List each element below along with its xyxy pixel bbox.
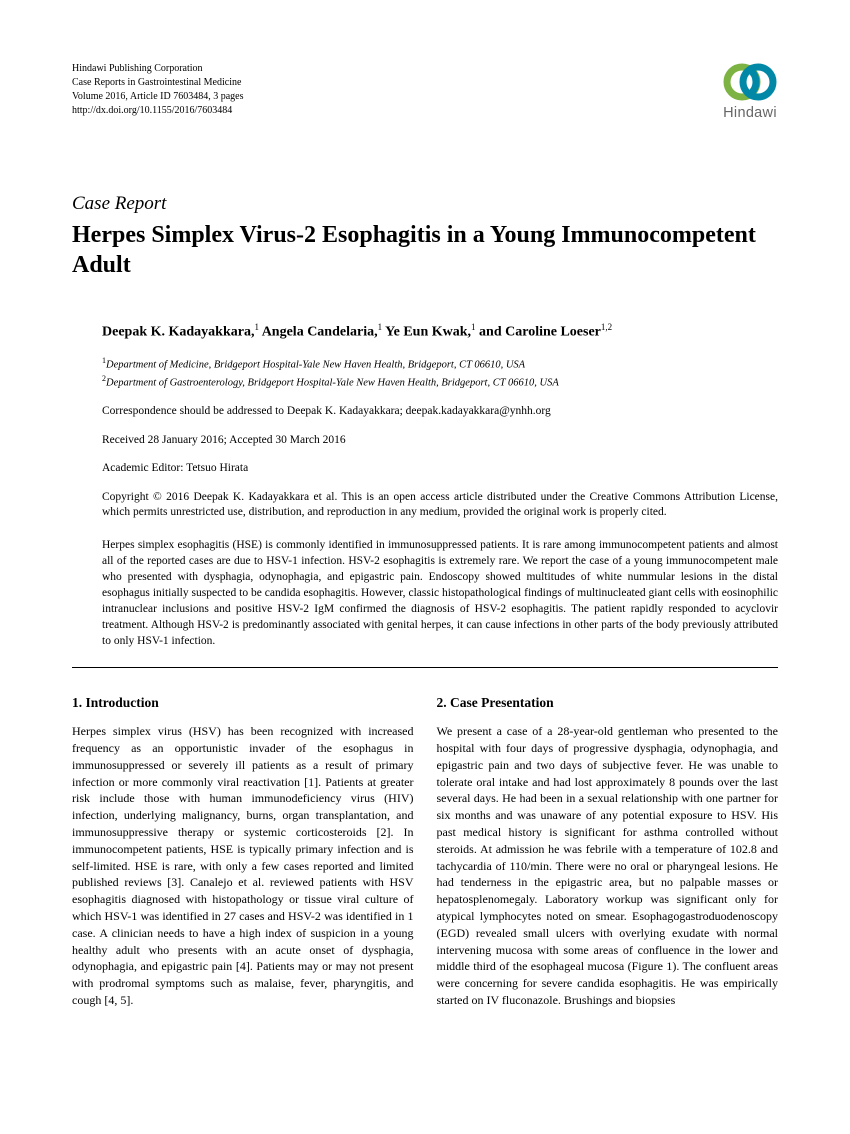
author-list: Deepak K. Kadayakkara,1 Angela Candelari… <box>102 322 778 341</box>
academic-editor: Academic Editor: Tetsuo Hirata <box>102 461 778 475</box>
affiliation-1: Department of Medicine, Bridgeport Hospi… <box>106 360 525 371</box>
article-type: Case Report <box>72 192 778 216</box>
logo-text: Hindawi <box>723 104 777 122</box>
publication-info: Hindawi Publishing Corporation Case Repo… <box>72 62 243 118</box>
abstract: Herpes simplex esophagitis (HSE) is comm… <box>102 537 778 650</box>
publisher-logo: Hindawi <box>722 62 778 122</box>
column-right: 2. Case Presentation We present a case o… <box>437 694 779 1008</box>
section-divider <box>72 667 778 668</box>
journal-line: Case Reports in Gastrointestinal Medicin… <box>72 76 243 90</box>
column-left: 1. Introduction Herpes simplex virus (HS… <box>72 694 414 1008</box>
publisher-line: Hindawi Publishing Corporation <box>72 62 243 76</box>
correspondence: Correspondence should be addressed to De… <box>102 404 778 418</box>
affiliation-2: Department of Gastroenterology, Bridgepo… <box>106 377 559 388</box>
intro-body: Herpes simplex virus (HSV) has been reco… <box>72 723 414 1009</box>
doi-line: http://dx.doi.org/10.1155/2016/7603484 <box>72 104 243 118</box>
article-title: Herpes Simplex Virus-2 Esophagitis in a … <box>72 220 778 280</box>
body-columns: 1. Introduction Herpes simplex virus (HS… <box>72 694 778 1008</box>
case-body: We present a case of a 28-year-old gentl… <box>437 723 779 1009</box>
intro-heading: 1. Introduction <box>72 694 414 713</box>
volume-line: Volume 2016, Article ID 7603484, 3 pages <box>72 90 243 104</box>
page-header: Hindawi Publishing Corporation Case Repo… <box>72 62 778 122</box>
hindawi-logo-icon <box>722 62 778 102</box>
article-dates: Received 28 January 2016; Accepted 30 Ma… <box>102 433 778 447</box>
affiliations: 1Department of Medicine, Bridgeport Hosp… <box>102 355 778 390</box>
case-heading: 2. Case Presentation <box>437 694 779 713</box>
copyright-notice: Copyright © 2016 Deepak K. Kadayakkara e… <box>102 490 778 521</box>
